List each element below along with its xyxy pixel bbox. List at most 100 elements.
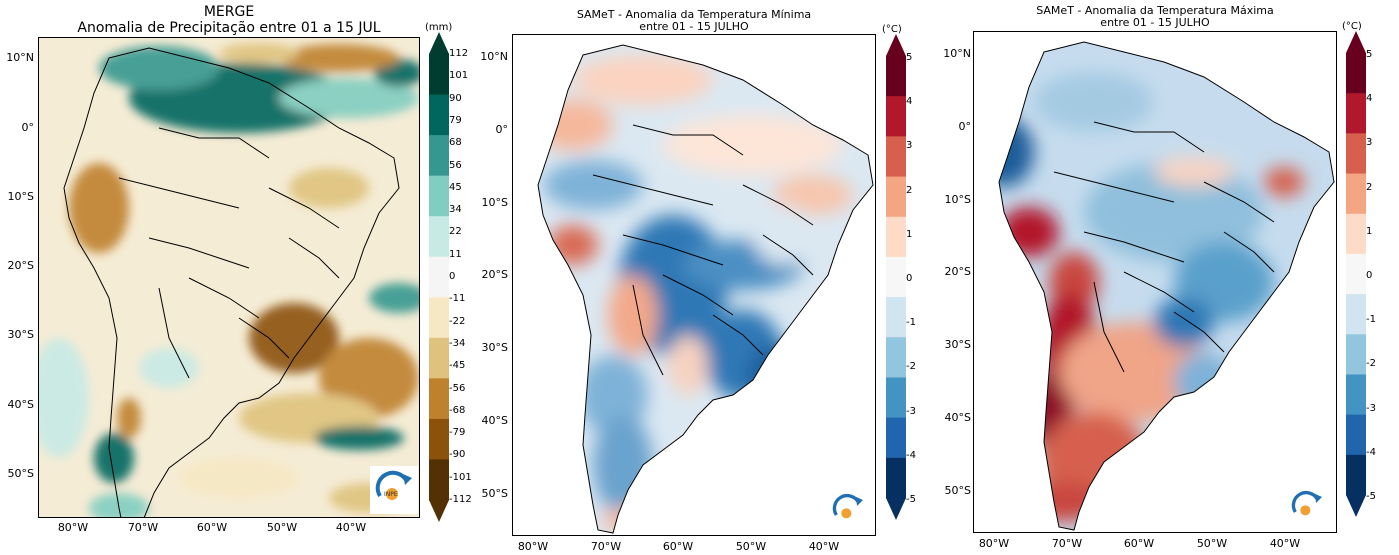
country-border-0 <box>158 127 270 159</box>
tmax-lon-70w: 70°W <box>1051 537 1083 550</box>
tmin-lat-10n: 10°N <box>480 50 508 63</box>
country-border-1 <box>592 174 714 206</box>
country-border-6 <box>742 184 814 226</box>
precip-lon-80w: 80°W <box>57 521 89 534</box>
precip-title-line1: MERGE <box>203 4 255 20</box>
colorbar-tick-label: 5 <box>1366 49 1373 60</box>
colorbar-tick-label: 2 <box>906 184 913 196</box>
precip-map <box>38 37 420 518</box>
precip-lon-40w: 40°W <box>335 521 367 534</box>
colorbar-tick-label: 56 <box>449 159 462 171</box>
coastline <box>998 41 1335 531</box>
tmax-lat-10n: 10°N <box>943 47 971 60</box>
tmax-map-svg <box>998 41 1335 531</box>
precip-panel: MERGE Anomalia de Precipitação entre 01 … <box>0 0 471 555</box>
tmax-lon-80w: 80°W <box>978 537 1010 550</box>
colorbar-tick-label: -68 <box>449 404 466 416</box>
precip-lon-70w: 70°W <box>127 521 159 534</box>
coastline <box>63 47 400 517</box>
tmin-lon-40w: 40°W <box>808 540 840 553</box>
tmax-lat-50s: 50°S <box>944 484 971 497</box>
colorbar-tick-label: -56 <box>449 382 466 394</box>
tmin-lon-60w: 60°W <box>662 540 694 553</box>
colorbar-segment <box>429 175 449 217</box>
inpe-logo-2 <box>828 490 868 534</box>
precip-lat-10n: 10°N <box>6 51 34 64</box>
country-border-7 <box>288 237 340 279</box>
tmin-lon-80w: 80°W <box>517 540 549 553</box>
colorbar-segment <box>886 457 906 499</box>
inpe-logo-icon: INPE <box>370 466 418 514</box>
country-border-7 <box>762 234 814 276</box>
colorbar-segment <box>886 136 906 178</box>
colorbar-top-arrow <box>429 32 449 54</box>
tmax-lat-20s: 20°S <box>944 265 971 278</box>
colorbar-tick-label: -11 <box>449 293 466 305</box>
colorbar-segment <box>1346 374 1366 416</box>
colorbar-tick-label: 34 <box>449 204 462 216</box>
precip-lat-50s: 50°S <box>7 467 34 480</box>
colorbar-segment <box>1346 173 1366 215</box>
colorbar-segment <box>886 297 906 338</box>
tmax-lat-10s: 10°S <box>944 193 971 206</box>
country-border-6 <box>268 187 340 229</box>
tmin-panel: SAMeT - Anomalia da Temperatura Mínima e… <box>470 0 935 555</box>
colorbar-segment <box>886 256 906 298</box>
colorbar-tick-label: -1 <box>906 317 916 329</box>
tmin-title-line1: SAMeT - Anomalia da Temperatura Mínima <box>576 8 812 21</box>
tmin-lat-20s: 20°S <box>481 268 508 281</box>
colorbar-segment <box>1346 253 1366 295</box>
colorbar-tick-label: 0 <box>449 271 456 282</box>
inpe-logo-1: INPE <box>370 466 418 518</box>
colorbar-tick-label: 79 <box>449 114 462 126</box>
country-border-6 <box>1203 181 1275 223</box>
tmin-lon-50w: 50°W <box>735 540 767 553</box>
colorbar-segment <box>886 337 906 378</box>
country-border-3 <box>662 274 734 316</box>
country-border-2 <box>622 234 724 266</box>
colorbar-segment <box>886 56 906 97</box>
colorbar-segment <box>886 216 906 258</box>
colorbar-segment <box>886 377 906 419</box>
precip-lon-60w: 60°W <box>196 521 228 534</box>
colorbar-segment <box>886 417 906 459</box>
tmin-lat-40s: 40°S <box>481 414 508 427</box>
colorbar-segment <box>1346 334 1366 375</box>
colorbar-segment <box>1346 133 1366 175</box>
inpe-logo-icon <box>1291 491 1322 516</box>
colorbar-tick-label: -3 <box>906 405 916 417</box>
tmin-title-line2: entre 01 - 15 JULHO <box>639 20 749 33</box>
colorbar-tick-label: -22 <box>449 315 466 327</box>
tmax-colorbar <box>1346 31 1366 517</box>
colorbar-segment <box>429 256 449 298</box>
colorbar-tick-label: 1 <box>1366 225 1373 237</box>
colorbar-tick-label: -4 <box>1366 446 1376 458</box>
colorbar-segment <box>1346 454 1366 496</box>
country-border-0 <box>1093 121 1205 153</box>
colorbar-tick-label: 0 <box>1366 270 1373 281</box>
colorbar-tick-label: -90 <box>449 449 466 461</box>
precip-lat-20s: 20°S <box>7 259 34 272</box>
colorbar-tick-label: 68 <box>449 137 462 149</box>
colorbar-tick-label: -2 <box>1366 358 1376 370</box>
colorbar-segment <box>1346 93 1366 134</box>
tmax-lat-0: 0° <box>958 120 972 133</box>
country-border-5 <box>632 284 664 376</box>
country-border-4 <box>1173 311 1225 353</box>
country-border-4 <box>238 317 290 359</box>
colorbar-top-arrow <box>1346 31 1366 53</box>
colorbar-tick-label: -45 <box>449 360 466 372</box>
inpe-logo-3 <box>1287 487 1327 531</box>
country-border-5 <box>1093 281 1125 373</box>
colorbar-tick-label: 3 <box>906 140 913 152</box>
country-border-3 <box>1123 271 1195 313</box>
colorbar-tick-label: 22 <box>449 226 462 238</box>
precip-colorbar <box>429 32 449 522</box>
colorbar-tick-label: -2 <box>906 361 916 373</box>
colorbar-tick-label: 4 <box>906 96 913 108</box>
tmin-unit: (°C) <box>882 24 902 35</box>
colorbar-tick-label: 101 <box>449 70 469 82</box>
colorbar-segment <box>886 96 906 137</box>
precip-lat-30s: 30°S <box>7 328 34 341</box>
precip-lat-40s: 40°S <box>7 398 34 411</box>
